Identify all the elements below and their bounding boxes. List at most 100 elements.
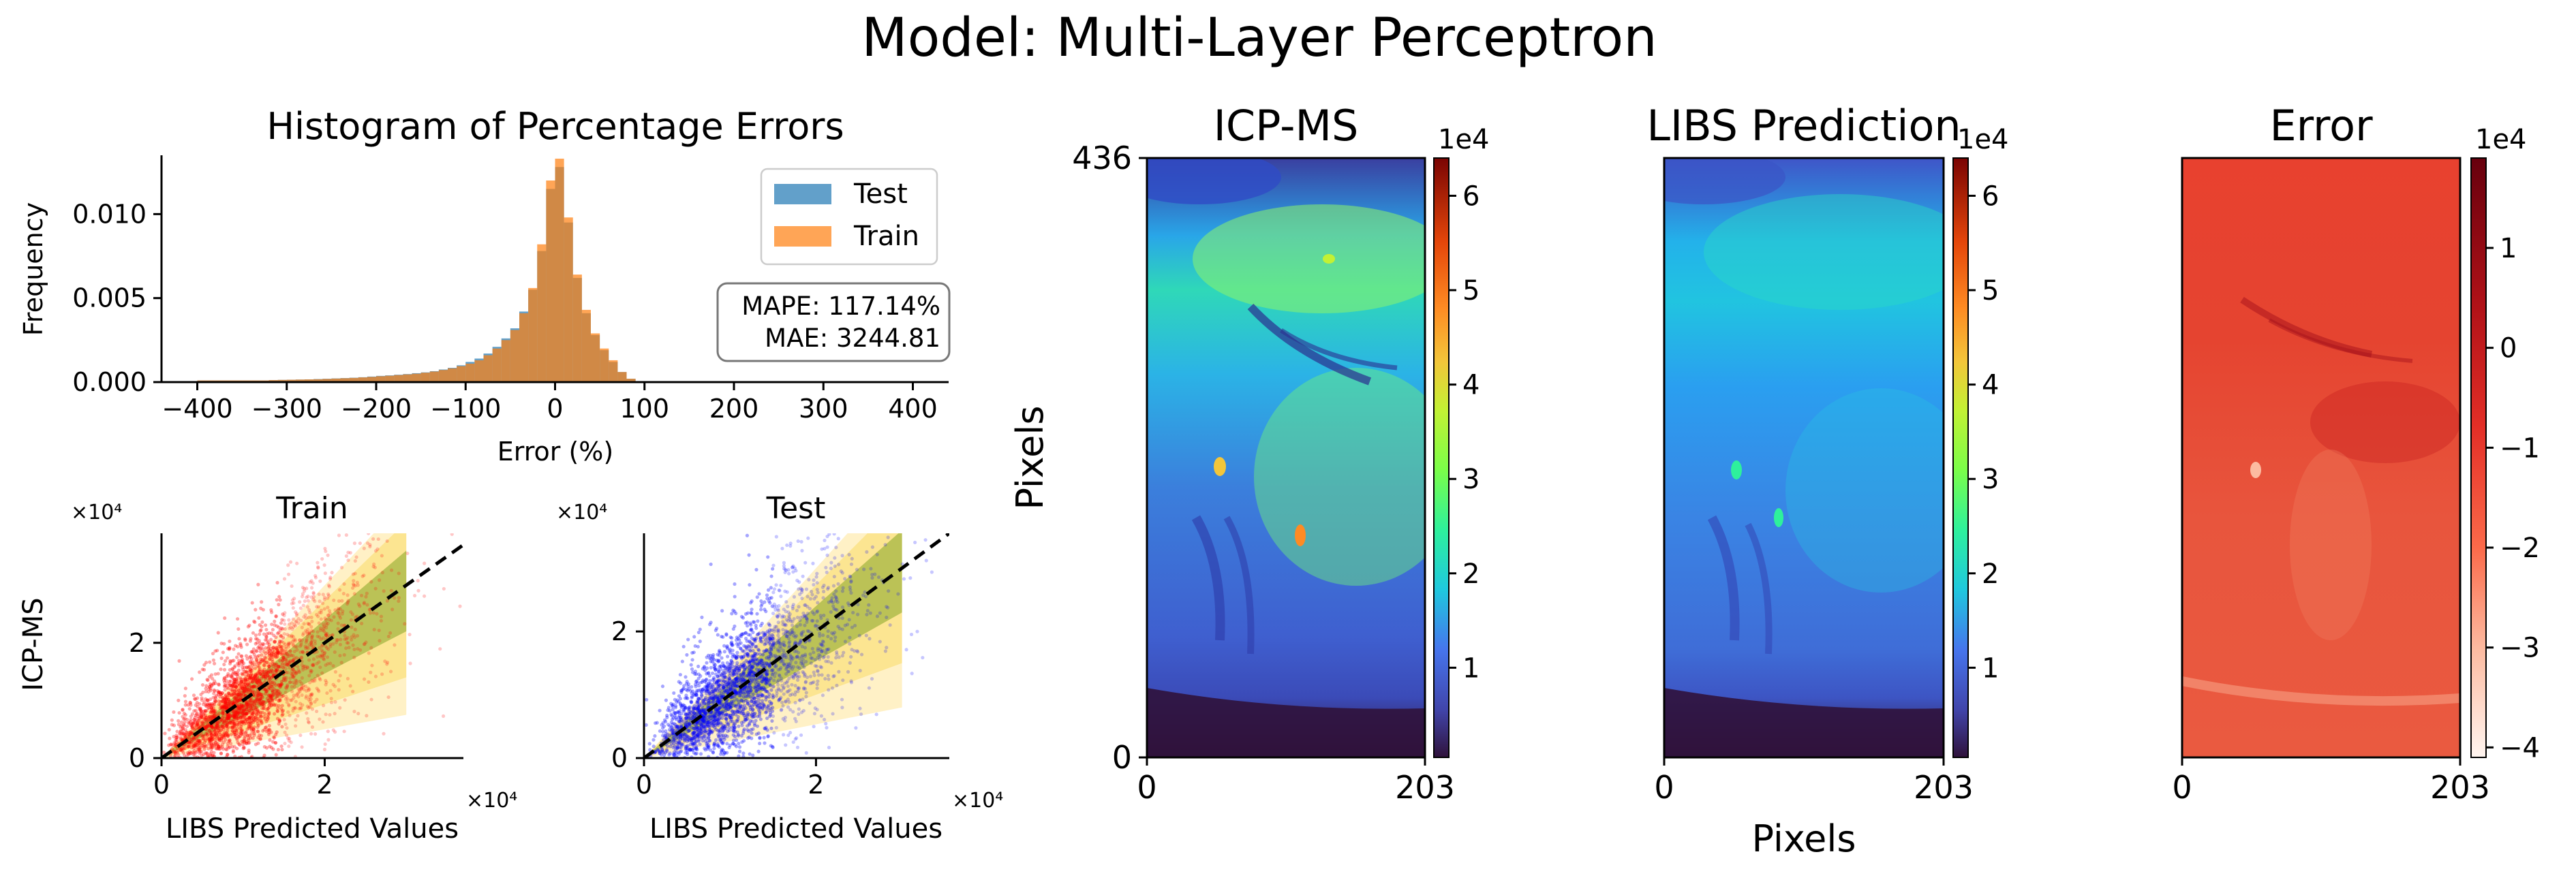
scatter-point xyxy=(266,712,271,717)
scatter-point xyxy=(232,712,236,716)
scatter-point xyxy=(232,714,237,718)
scatter-point xyxy=(284,661,288,665)
scatter-point xyxy=(756,682,761,687)
scatter-point xyxy=(810,656,814,661)
scatter-point xyxy=(689,663,693,667)
scatter-point xyxy=(678,702,682,706)
scatter-point xyxy=(185,731,189,735)
scatter-point xyxy=(207,723,211,727)
scatter-point xyxy=(338,616,343,620)
scatter-point xyxy=(190,726,194,730)
legend-swatch-train xyxy=(774,226,831,247)
scatter-point xyxy=(262,659,266,663)
scatter-point xyxy=(252,728,256,732)
scatter-point xyxy=(252,684,256,688)
scatter-point xyxy=(222,678,226,682)
scatter-point xyxy=(255,717,259,721)
scatter-point xyxy=(733,685,737,689)
scatter-point xyxy=(217,699,221,704)
scatter-point xyxy=(808,652,812,657)
scatter-point xyxy=(740,740,744,744)
scatter-point xyxy=(221,699,225,703)
scatter-point xyxy=(241,677,245,682)
scatter-point xyxy=(228,684,232,688)
scatter-point xyxy=(224,724,228,728)
scatter-point xyxy=(318,646,322,650)
scatter-point xyxy=(762,633,766,638)
scatter-point xyxy=(201,734,205,738)
scatter-point xyxy=(199,716,203,720)
scatter-point xyxy=(309,640,313,644)
scatter-point xyxy=(817,657,822,661)
scatter-point xyxy=(302,664,306,669)
scatter-point xyxy=(258,667,262,672)
scatter-point xyxy=(320,644,324,648)
scatter-point xyxy=(835,683,839,687)
scatter-point xyxy=(232,711,236,716)
scatter-point xyxy=(217,736,221,741)
scatter-point xyxy=(194,712,199,717)
scatter-point xyxy=(864,633,868,638)
scatter-point xyxy=(267,667,271,672)
scatter-point xyxy=(247,710,251,714)
scatter-point xyxy=(304,629,308,633)
scatter-point xyxy=(239,734,243,738)
scatter-point xyxy=(293,706,297,710)
scatter-point xyxy=(254,642,258,646)
scatter-point xyxy=(259,646,263,650)
scatter-point xyxy=(253,655,258,659)
scatter-point xyxy=(222,736,226,740)
scatter-point xyxy=(241,721,245,725)
scatter-point xyxy=(679,745,683,749)
scatter-point xyxy=(797,605,801,609)
scatter-point xyxy=(189,751,193,755)
scatter-point xyxy=(324,631,328,635)
scatter-point xyxy=(256,681,260,685)
scatter-point xyxy=(786,705,791,709)
scatter-point xyxy=(223,700,227,704)
scatter-point xyxy=(795,678,800,682)
scatter-point xyxy=(757,698,761,702)
scatter-point xyxy=(275,598,279,602)
scatter-point xyxy=(310,678,314,682)
scatter-point xyxy=(812,650,816,655)
scatter-point xyxy=(162,751,166,755)
histogram-x-tick-label: 100 xyxy=(619,394,669,424)
scatter-point xyxy=(200,667,204,672)
scatter-point xyxy=(696,697,701,701)
scatter-point xyxy=(277,699,281,703)
scatter-point xyxy=(187,721,191,725)
scatter-point xyxy=(314,612,319,617)
scatter-point xyxy=(229,714,233,718)
scatter-point xyxy=(713,743,717,747)
scatter-point xyxy=(736,691,740,695)
scatter-point xyxy=(655,721,659,725)
scatter-point xyxy=(784,568,788,573)
scatter-point xyxy=(239,710,243,714)
scatter-point xyxy=(788,688,792,692)
scatter-point xyxy=(800,548,804,553)
scatter-point xyxy=(309,692,313,696)
scatter-point xyxy=(205,751,209,755)
scatter-point xyxy=(246,741,251,745)
scatter-point xyxy=(702,734,706,738)
scatter-point xyxy=(209,724,213,728)
scatter-point xyxy=(281,708,285,712)
scatter-point xyxy=(458,604,462,608)
scatter-point xyxy=(748,660,752,664)
scatter-point xyxy=(209,682,213,687)
scatter-point xyxy=(246,674,250,678)
scatter-point xyxy=(268,728,272,732)
scatter-point xyxy=(202,744,206,749)
scatter-point xyxy=(241,710,245,714)
scatter-point xyxy=(733,582,737,586)
scatter-point xyxy=(244,705,248,710)
scatter-point xyxy=(311,629,316,633)
scatter-point xyxy=(283,653,288,657)
scatter-point xyxy=(718,752,723,756)
scatter-point xyxy=(211,710,215,714)
scatter-point xyxy=(306,627,310,631)
scatter-point xyxy=(245,733,249,738)
scatter-point xyxy=(755,695,759,700)
